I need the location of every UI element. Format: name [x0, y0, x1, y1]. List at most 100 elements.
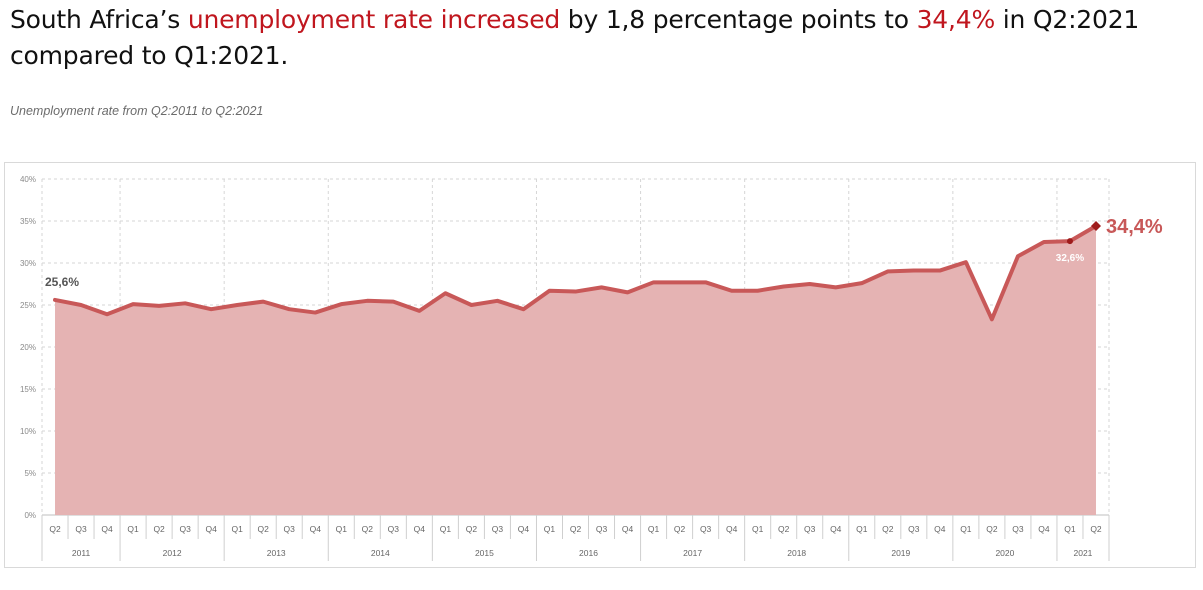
- data-point: [391, 300, 395, 304]
- x-tick-label: Q4: [1038, 524, 1050, 534]
- x-tick-label: Q4: [726, 524, 738, 534]
- data-point: [730, 289, 734, 293]
- data-point: [443, 291, 447, 295]
- x-tick-label: Q2: [986, 524, 998, 534]
- data-point: [964, 260, 968, 264]
- data-point: [53, 298, 57, 302]
- y-tick-label: 0%: [24, 511, 36, 520]
- headline-highlight-value: 34,4%: [916, 5, 996, 34]
- x-tick-label: Q1: [127, 524, 139, 534]
- y-tick-label: 25%: [20, 301, 36, 310]
- x-tick-label: Q4: [414, 524, 426, 534]
- x-tick-label: Q3: [492, 524, 504, 534]
- data-point: [599, 285, 604, 289]
- x-tick-label: Q1: [856, 524, 868, 534]
- x-tick-label: Q2: [49, 524, 61, 534]
- x-year-label: 2014: [371, 548, 390, 558]
- data-point: [912, 268, 916, 273]
- y-tick-label: 35%: [20, 217, 36, 226]
- data-point: [339, 302, 343, 306]
- x-year-label: 2020: [995, 548, 1014, 558]
- x-year-label: 2012: [163, 548, 182, 558]
- data-point: [131, 302, 135, 306]
- x-tick-label: Q1: [1064, 524, 1076, 534]
- x-year-label: 2016: [579, 548, 598, 558]
- x-tick-label: Q2: [778, 524, 790, 534]
- data-point: [209, 307, 213, 311]
- data-point: [782, 284, 786, 289]
- data-point-marker-q1-2021: [1066, 238, 1073, 245]
- data-point: [79, 303, 83, 307]
- data-point: [704, 280, 708, 284]
- x-tick-label: Q2: [570, 524, 582, 534]
- x-year-label: 2021: [1074, 548, 1093, 558]
- x-tick-label: Q3: [804, 524, 816, 534]
- x-tick-label: Q2: [362, 524, 374, 534]
- x-tick-label: Q3: [1012, 524, 1024, 534]
- data-point: [886, 269, 890, 273]
- headline-part-2: by 1,8 percentage points to: [560, 5, 917, 34]
- y-tick-label: 30%: [20, 259, 36, 268]
- x-tick-label: Q4: [101, 524, 113, 534]
- data-point: [235, 303, 239, 307]
- data-point: [990, 317, 994, 321]
- x-year-label: 2019: [891, 548, 910, 558]
- x-tick-label: Q3: [179, 524, 191, 534]
- x-tick-label: Q1: [336, 524, 348, 534]
- data-point-marker-q2-2021: [1090, 221, 1101, 232]
- x-year-label: 2017: [683, 548, 702, 558]
- data-point: [677, 280, 682, 284]
- x-tick-label: Q3: [388, 524, 400, 534]
- headline: South Africa’s unemployment rate increas…: [10, 2, 1200, 74]
- x-tick-label: Q3: [596, 524, 608, 534]
- x-tick-label: Q2: [882, 524, 894, 534]
- x-tick-label: Q4: [205, 524, 217, 534]
- x-tick-label: Q1: [648, 524, 660, 534]
- data-point: [834, 285, 838, 289]
- data-point: [625, 290, 630, 294]
- data-point: [417, 309, 421, 313]
- data-point: [1016, 254, 1020, 258]
- y-tick-label: 10%: [20, 427, 36, 436]
- x-tick-label: Q4: [518, 524, 530, 534]
- data-point: [938, 268, 942, 273]
- x-year-label: 2018: [787, 548, 806, 558]
- x-tick-label: Q1: [544, 524, 556, 534]
- data-point: [365, 299, 369, 303]
- unemployment-area-chart: 0% 5% 10% 15% 20% 25% 30% 35% 40% 25,6% 32,6% 34,4%…: [20, 175, 1163, 561]
- series-area-fill: [55, 226, 1096, 515]
- data-point: [313, 310, 317, 315]
- x-tick-label: Q1: [752, 524, 764, 534]
- data-point: [860, 281, 864, 285]
- x-tick-label: Q1: [960, 524, 972, 534]
- data-point: [1042, 240, 1046, 244]
- y-tick-label: 15%: [20, 385, 36, 394]
- data-point: [157, 304, 161, 308]
- data-point: [261, 300, 265, 304]
- x-tick-label: Q3: [700, 524, 712, 534]
- x-tick-label: Q1: [232, 524, 244, 534]
- x-tick-label: Q4: [934, 524, 946, 534]
- data-point: [573, 289, 578, 294]
- headline-part-3: in Q2:2021 compared to Q1:2021.: [10, 5, 1140, 70]
- data-label: 25,6%: [45, 275, 79, 289]
- x-year-label: 2015: [475, 548, 494, 558]
- data-label: 32,6%: [1056, 253, 1084, 264]
- y-tick-label: 40%: [20, 175, 36, 184]
- x-tick-label: Q4: [622, 524, 634, 534]
- data-point: [547, 289, 552, 293]
- y-tick-label: 20%: [20, 343, 36, 352]
- headline-part-1: South Africa’s: [10, 5, 188, 34]
- x-tick-label: Q2: [466, 524, 478, 534]
- x-tick-label: Q2: [153, 524, 165, 534]
- data-label-latest: 34,4%: [1106, 216, 1163, 238]
- x-tick-label: Q3: [284, 524, 296, 534]
- x-tick-label: Q3: [75, 524, 87, 534]
- data-point: [495, 299, 500, 303]
- x-tick-label: Q1: [440, 524, 452, 534]
- data-point: [105, 312, 109, 316]
- x-year-label: 2013: [267, 548, 286, 558]
- data-point: [521, 307, 526, 311]
- x-year-label: 2011: [72, 548, 91, 558]
- y-tick-label: 5%: [24, 469, 36, 478]
